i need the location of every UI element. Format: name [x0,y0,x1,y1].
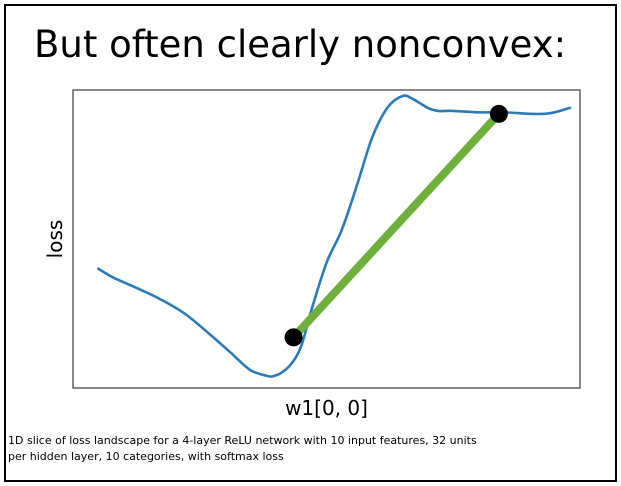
plot-frame [72,89,581,389]
x-axis-label: w1[0, 0] [285,396,368,420]
y-axis-label: loss [43,220,67,259]
chord-endpoint-2 [489,104,508,123]
slide-title: But often clearly nonconvex: [34,23,567,66]
chord-endpoints [284,104,508,347]
loss-curve-line [97,94,572,378]
caption-line-1: 1D slice of loss landscape for a 4-layer… [8,434,477,447]
figure-caption: 1D slice of loss landscape for a 4-layer… [8,433,598,465]
caption-line-2: per hidden layer, 10 categories, with so… [8,450,284,463]
chord-line [290,111,502,341]
chord-endpoint-1 [284,328,303,347]
slide: But often clearly nonconvex: [4,4,617,482]
